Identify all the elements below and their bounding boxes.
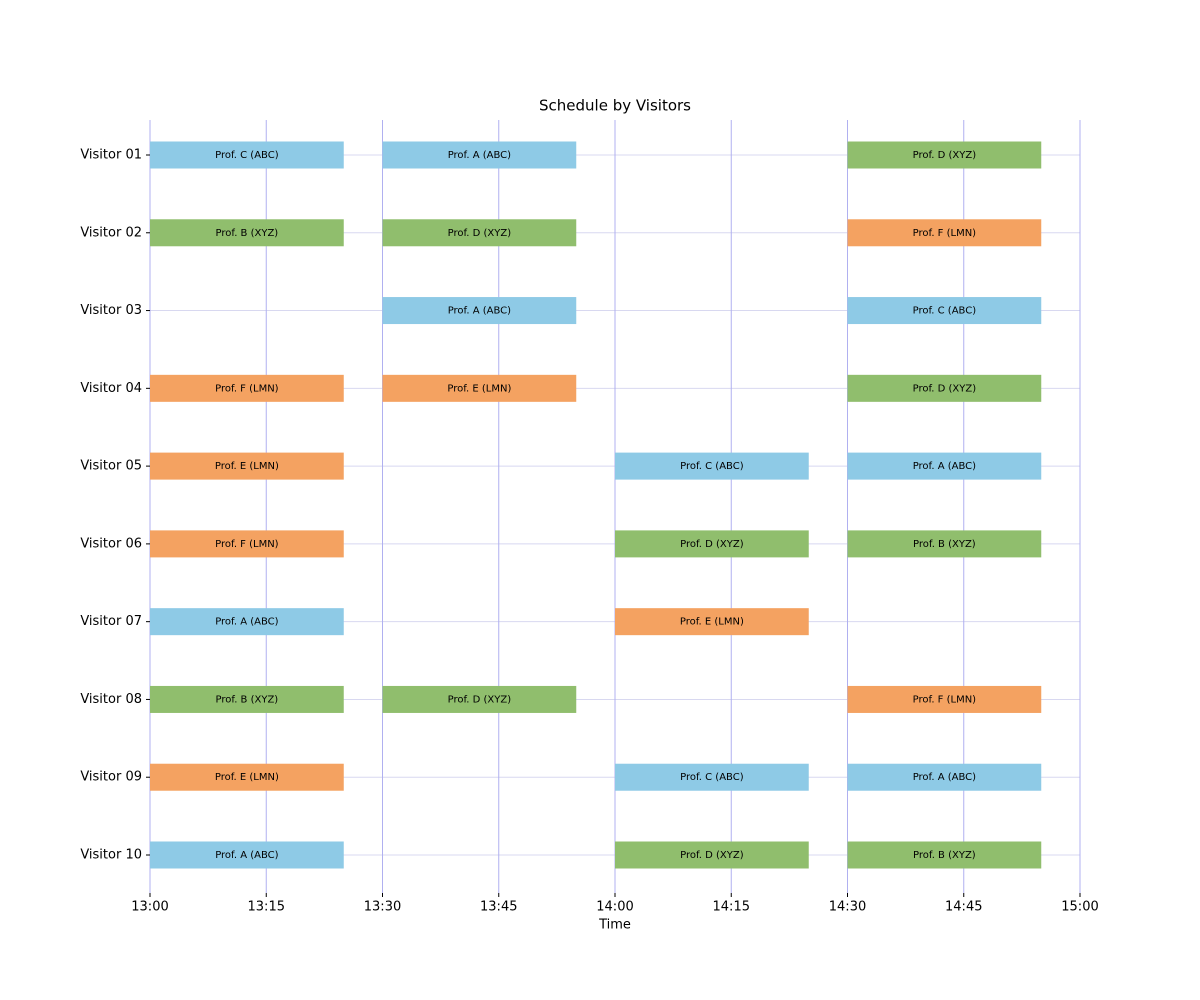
x-tick-label: 14:30 [829, 900, 866, 915]
meeting-label: Prof. C (ABC) [215, 150, 279, 161]
y-tick-label: Visitor 03 [80, 303, 142, 318]
meeting-label: Prof. F (LMN) [215, 383, 279, 394]
meeting-label: Prof. F (LMN) [215, 539, 279, 550]
meeting-bar [150, 841, 344, 869]
meeting-bar [150, 219, 344, 247]
meeting-bar [382, 219, 577, 247]
y-tick-label: Visitor 10 [80, 848, 142, 863]
x-tick-label: 14:00 [596, 900, 633, 915]
meeting-label: Prof. F (LMN) [913, 228, 977, 239]
meeting-bar [615, 763, 809, 791]
meeting-bar [150, 685, 344, 713]
meeting-label: Prof. A (ABC) [913, 461, 976, 472]
x-tick-label: 15:00 [1061, 900, 1098, 915]
meeting-label: Prof. A (ABC) [215, 850, 278, 861]
y-tick-label: Visitor 09 [80, 770, 142, 785]
meeting-label: Prof. C (ABC) [680, 461, 744, 472]
x-tick-label: 13:15 [248, 900, 285, 915]
meeting-bar [615, 452, 809, 480]
meeting-bar [150, 141, 344, 169]
y-tick-label: Visitor 06 [80, 536, 142, 551]
meeting-label: Prof. C (ABC) [680, 772, 744, 783]
meeting-label: Prof. D (XYZ) [913, 150, 977, 161]
meeting-label: Prof. B (XYZ) [216, 228, 279, 239]
meeting-bar [382, 141, 577, 169]
y-tick-label: Visitor 04 [80, 381, 142, 396]
meeting-label: Prof. B (XYZ) [913, 850, 976, 861]
meeting-bar [847, 219, 1042, 247]
meeting-bar [615, 608, 809, 636]
x-tick-label: 13:30 [364, 900, 401, 915]
meeting-bar [847, 841, 1042, 869]
meeting-bar [615, 841, 809, 869]
meeting-bar [847, 141, 1042, 169]
meeting-bar [847, 530, 1042, 558]
x-tick-label: 14:15 [713, 900, 750, 915]
chart-title: Schedule by Visitors [539, 97, 691, 115]
meeting-label: Prof. D (XYZ) [680, 539, 744, 550]
y-tick-label: Visitor 02 [80, 225, 142, 240]
meeting-label: Prof. E (LMN) [215, 772, 279, 783]
meeting-bar [382, 297, 577, 325]
meeting-bar [382, 685, 577, 713]
meeting-label: Prof. B (XYZ) [913, 539, 976, 550]
meeting-bar [150, 374, 344, 402]
meeting-bar [847, 763, 1042, 791]
meeting-label: Prof. A (ABC) [215, 617, 278, 628]
meeting-label: Prof. D (XYZ) [448, 228, 512, 239]
y-tick-label: Visitor 07 [80, 614, 142, 629]
meeting-bar [150, 763, 344, 791]
meeting-label: Prof. D (XYZ) [680, 850, 744, 861]
meeting-bar [150, 608, 344, 636]
meeting-label: Prof. A (ABC) [913, 772, 976, 783]
meeting-label: Prof. F (LMN) [913, 694, 977, 705]
meeting-bar [615, 530, 809, 558]
meeting-bar [847, 452, 1042, 480]
meeting-label: Prof. E (LMN) [680, 617, 744, 628]
y-tick-label: Visitor 08 [80, 692, 142, 707]
meeting-bar [847, 297, 1042, 325]
meeting-label: Prof. A (ABC) [448, 306, 511, 317]
y-tick-label: Visitor 05 [80, 459, 142, 474]
meeting-bar [150, 452, 344, 480]
x-tick-label: 13:45 [480, 900, 517, 915]
meeting-label: Prof. E (LMN) [447, 383, 511, 394]
meeting-label: Prof. D (XYZ) [448, 694, 512, 705]
meeting-label: Prof. E (LMN) [215, 461, 279, 472]
meeting-label: Prof. C (ABC) [913, 306, 977, 317]
meeting-label: Prof. D (XYZ) [913, 383, 977, 394]
meeting-bar [150, 530, 344, 558]
meeting-bar [382, 374, 577, 402]
meeting-bar [847, 374, 1042, 402]
meeting-label: Prof. B (XYZ) [216, 694, 279, 705]
x-tick-label: 14:45 [945, 900, 982, 915]
y-tick-label: Visitor 01 [80, 148, 142, 163]
meeting-bar [847, 685, 1042, 713]
x-axis-label: Time [598, 918, 631, 933]
x-tick-label: 13:00 [131, 900, 168, 915]
meeting-label: Prof. A (ABC) [448, 150, 511, 161]
